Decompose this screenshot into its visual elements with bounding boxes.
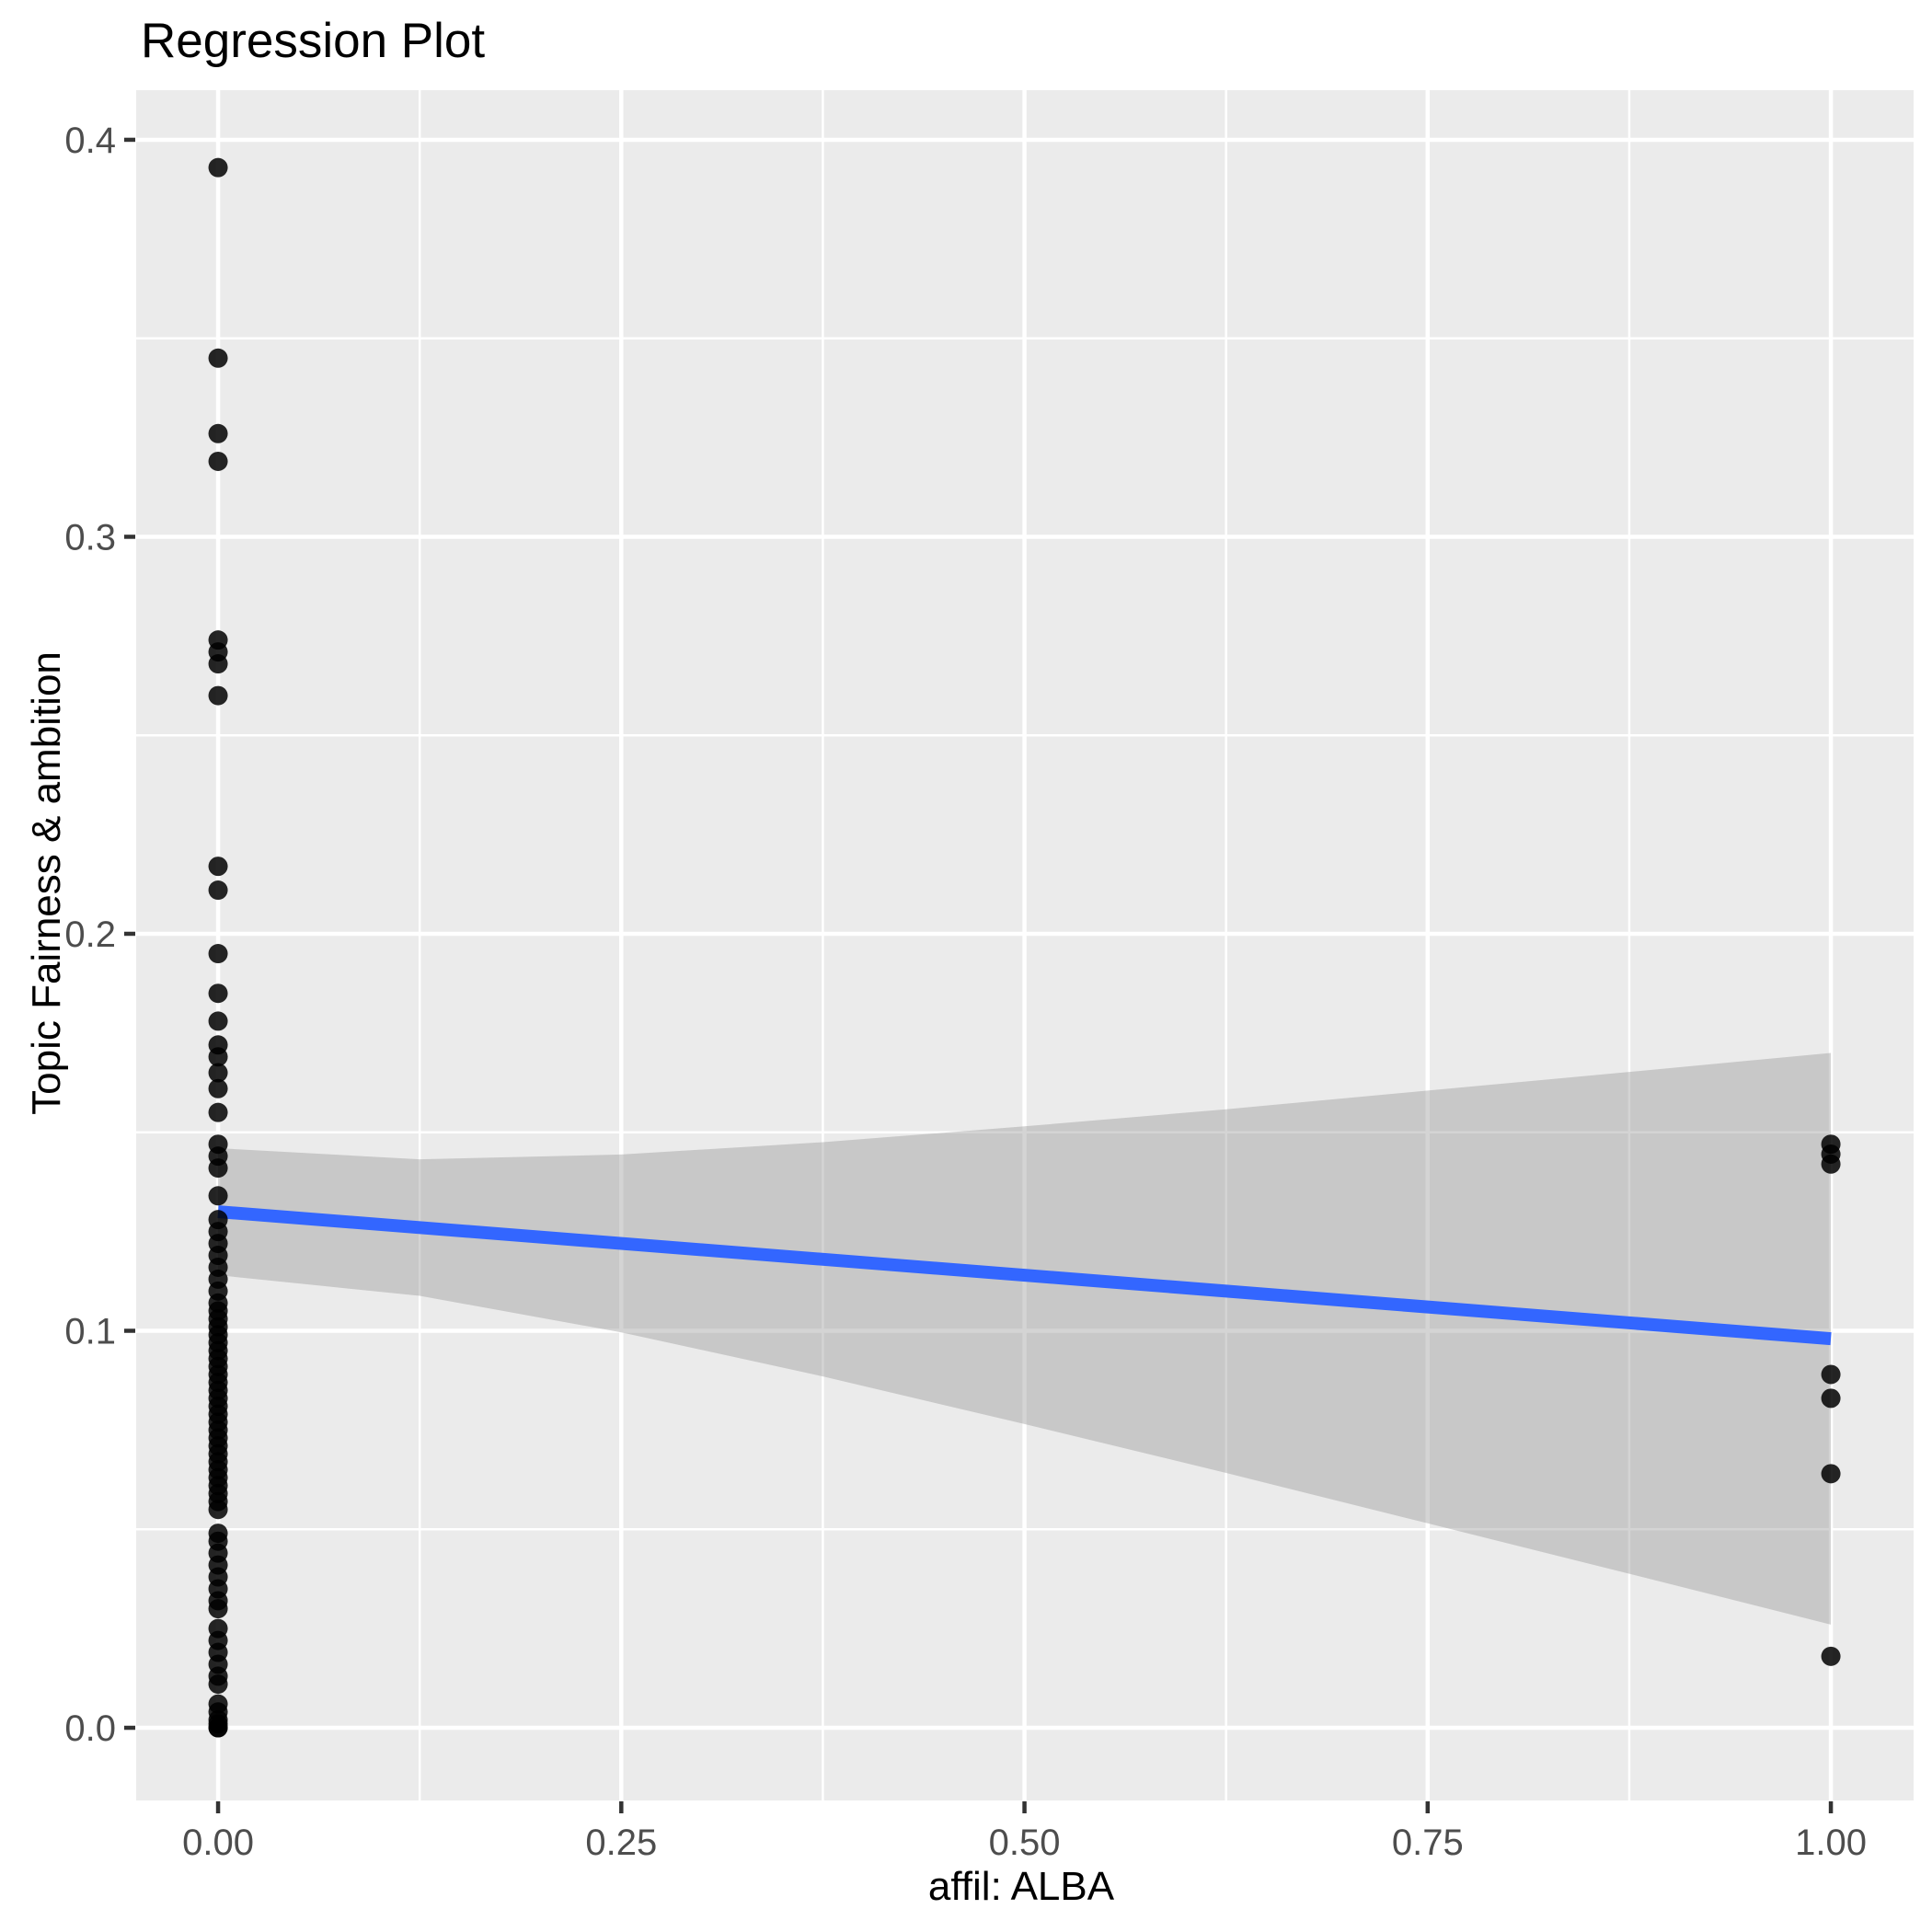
plot-title: Regression Plot [141,14,485,68]
data-point [208,1047,228,1067]
data-point [208,451,228,471]
regression-line-group [217,1205,1832,1346]
data-point [208,944,228,964]
y-tick-label: 0.2 [64,914,116,955]
data-point [1821,1364,1841,1385]
x-tick-label: 0.50 [989,1823,1061,1863]
x-tick-label: 0.75 [1392,1823,1464,1863]
data-point [208,1158,228,1179]
x-tick-label: 0.00 [182,1823,254,1863]
confidence-band [218,1052,1832,1625]
y-tick-label: 0.0 [64,1708,116,1749]
data-point [208,348,228,368]
scatter-points [208,157,1841,1738]
data-point [208,1011,228,1031]
data-point [1821,1154,1841,1174]
data-point [208,1063,228,1083]
x-axis-title: affil: ALBA [928,1864,1115,1909]
data-point [208,857,228,877]
data-point [1821,1464,1841,1484]
y-axis-tick-labels: 0.0 0.1 0.2 0.3 0.4 [64,121,116,1749]
y-tick-label: 0.4 [64,121,116,161]
axis-tick-marks [124,137,1834,1813]
data-point [208,1078,228,1098]
data-point [208,1718,228,1738]
data-point [208,1102,228,1122]
data-point [208,880,228,901]
data-point [208,1500,228,1520]
data-point [208,423,228,443]
data-point [208,1186,228,1206]
data-point [208,1599,228,1619]
y-axis-title: Topic Fairness & ambition [24,651,69,1115]
data-point [208,983,228,1004]
y-tick-label: 0.3 [64,517,116,558]
y-tick-label: 0.1 [64,1312,116,1352]
x-tick-label: 1.00 [1795,1823,1867,1863]
data-point [208,654,228,674]
data-point [1821,1646,1841,1666]
data-point [1821,1388,1841,1409]
confidence-band-group [218,1052,1832,1625]
data-point [208,685,228,706]
x-axis-tick-labels: 0.00 0.25 0.50 0.75 1.00 [182,1823,1867,1863]
data-point [208,157,228,178]
regression-line [217,1205,1832,1346]
x-tick-label: 0.25 [585,1823,657,1863]
data-point [208,1674,228,1695]
